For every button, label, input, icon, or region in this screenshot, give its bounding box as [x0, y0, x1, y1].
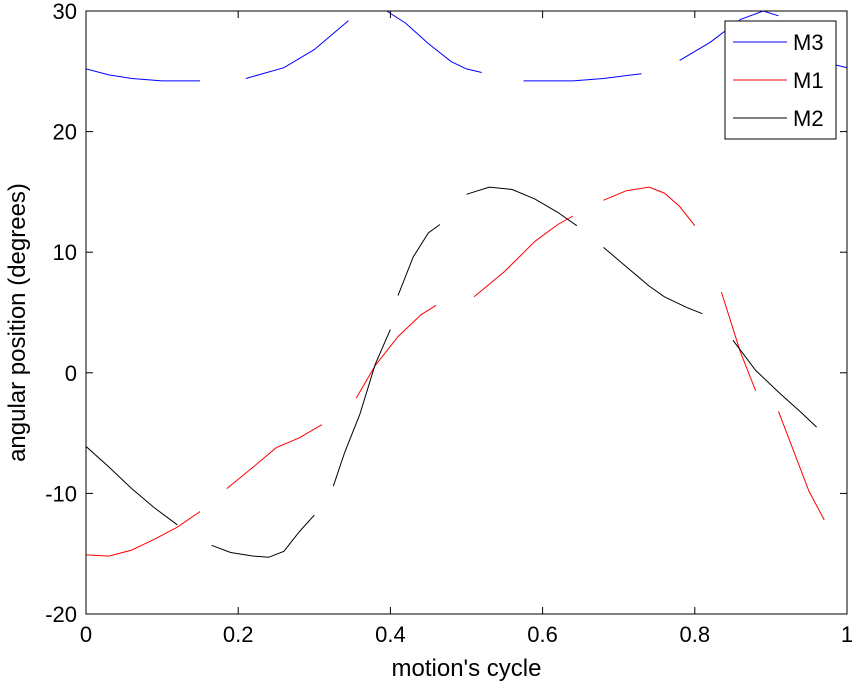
- series-m1-line-segment: [355, 304, 437, 399]
- x-tick-label: 0.8: [680, 622, 711, 647]
- series-m1-line-segment: [86, 511, 201, 557]
- legend-label-m3: M3: [793, 30, 824, 55]
- plot-frame: [85, 10, 848, 615]
- y-tick-label: 30: [53, 0, 77, 24]
- x-tick-label: 0.6: [527, 622, 558, 647]
- series-m1-line-segment: [473, 215, 574, 298]
- series-m2-line-segment: [466, 186, 578, 227]
- series-m1-line-segment: [226, 424, 323, 489]
- x-tick-label: 1: [841, 622, 852, 647]
- series-m3-line-segment: [386, 11, 482, 73]
- series-m2-line-segment: [603, 247, 703, 315]
- y-axis-label: angular position (degrees): [4, 183, 31, 462]
- series-m3-line-segment: [523, 73, 642, 82]
- series-m2-line-segment: [86, 446, 178, 526]
- y-tick-label: -20: [45, 602, 77, 627]
- x-axis-label: motion's cycle: [392, 655, 542, 682]
- x-tick-label: 0.2: [223, 622, 254, 647]
- legend-label-m2: M2: [793, 106, 824, 131]
- series-m2-line-segment: [211, 514, 315, 558]
- series-m1-line-segment: [603, 186, 696, 227]
- y-axis-ticks: -20 -10 0 10 20 30: [45, 0, 847, 627]
- y-tick-label: -10: [45, 481, 77, 506]
- y-tick-label: 10: [53, 240, 77, 265]
- series-m1-line-segment: [778, 411, 825, 521]
- x-axis-ticks: 0 0.2 0.4 0.6 0.8 1: [80, 11, 852, 647]
- x-tick-label: 0: [80, 622, 92, 647]
- legend-label-m1: M1: [793, 68, 824, 93]
- series-m1-line-segment: [720, 291, 757, 392]
- series-m3-line-segment: [245, 20, 349, 79]
- series-m2-line-segment: [332, 329, 391, 487]
- y-tick-label: 20: [53, 120, 77, 145]
- legend: M3 M1 M2: [724, 20, 837, 140]
- y-tick-label: 0: [65, 361, 77, 386]
- series-m3-line-segment: [86, 68, 201, 82]
- series-m2-line-segment: [732, 339, 817, 428]
- series-m3-line-segment: [679, 11, 779, 61]
- series-m2-line-segment: [397, 224, 441, 296]
- x-tick-label: 0.4: [375, 622, 406, 647]
